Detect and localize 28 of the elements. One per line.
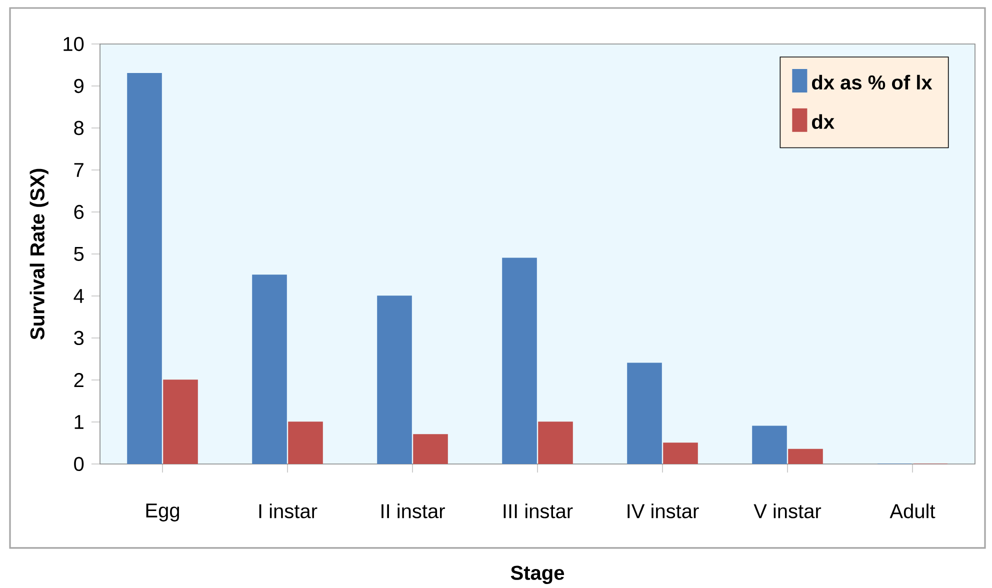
bar [252,274,287,464]
bar [377,296,412,464]
bar [752,426,787,464]
y-tick-label: 4 [74,289,84,303]
y-tick-label: 3 [74,330,84,346]
y-tick-label: 5 [74,247,84,261]
bar [627,362,662,464]
bar [502,258,537,464]
y-tick-label: 8 [74,120,84,136]
y-tick-label: 2 [74,373,84,387]
x-tick-label: V instar [754,504,822,518]
y-tick-label: 1 [74,415,84,429]
x-tick-label: IV instar [628,504,699,518]
y-tick-label: 9 [74,78,84,94]
legend-label: dx as % of lx [812,74,932,90]
y-tick-label: 10 [64,36,84,52]
x-tick-label: Egg [146,504,180,522]
y-tick-label: 6 [74,204,84,220]
x-axis-title: Stage [510,566,564,584]
bar [127,72,162,464]
x-tick-label: Adult [890,504,936,518]
y-axis-title: Survival Rate (SX) [30,168,48,340]
legend-label: dx [812,114,834,129]
x-tick-label: II instar [382,504,445,518]
y-tick-label: 0 [74,456,84,472]
y-tick-label: 7 [74,163,84,177]
x-tick-label: III instar [504,504,573,518]
x-tick-label: I instar [259,504,318,518]
